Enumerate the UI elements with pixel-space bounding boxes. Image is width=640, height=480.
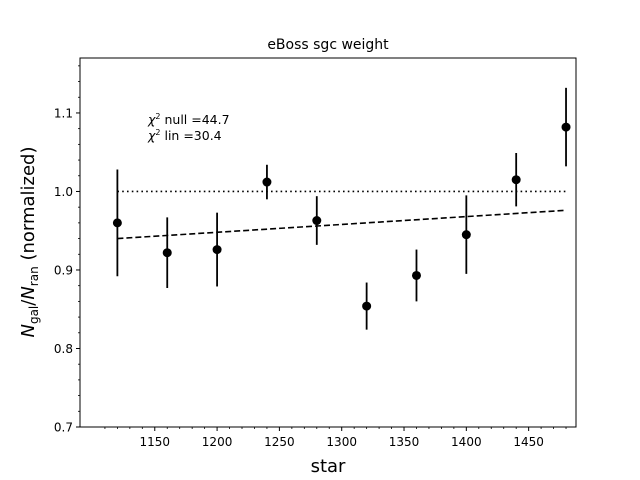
chart-title: eBoss sgc weight — [267, 37, 389, 53]
y-axis-ticks: 0.7 0.8 0.9 1.0 1.1 — [54, 65, 80, 435]
y-tick-label: 1.0 — [54, 185, 73, 199]
y-label-slash: / — [18, 299, 39, 306]
y-label-num-sub: gal — [27, 306, 41, 324]
data-point — [212, 245, 222, 255]
y-tick-label: 0.8 — [54, 342, 73, 356]
x-tick-label: 1300 — [326, 435, 357, 449]
data-point — [461, 230, 471, 240]
x-axis-ticks: 1150 1200 1250 1300 1350 1400 1450 — [104, 427, 567, 449]
y-label-num: N — [18, 324, 39, 337]
y-tick-label: 0.7 — [54, 421, 73, 435]
plot-frame — [79, 57, 577, 428]
chart-marks — [112, 87, 571, 330]
chi-symbol: χ — [147, 112, 156, 127]
y-label-den: N — [18, 286, 39, 299]
data-point — [362, 301, 372, 311]
x-tick-label: 1150 — [140, 435, 171, 449]
data-point — [511, 175, 521, 185]
y-tick-label: 0.9 — [54, 263, 73, 277]
y-label-den-sub: ran — [27, 266, 41, 286]
x-tick-label: 1250 — [264, 435, 295, 449]
linear-fit-line — [117, 209, 567, 240]
data-point — [411, 270, 421, 280]
x-tick-label: 1200 — [202, 435, 233, 449]
x-tick-label: 1400 — [451, 435, 482, 449]
data-point — [312, 216, 322, 226]
chi-superscript: 2 — [155, 112, 160, 121]
chi-superscript: 2 — [155, 128, 160, 137]
x-axis-label: star — [311, 456, 346, 477]
x-tick-label: 1350 — [389, 435, 420, 449]
annotation-chi2-lin: χ2 lin =30.4 — [147, 128, 222, 143]
y-tick-label: 1.1 — [54, 106, 73, 120]
annotation-chi2-null: χ2 null =44.7 — [147, 112, 230, 127]
chi-symbol: χ — [147, 128, 156, 143]
x-tick-label: 1450 — [513, 435, 544, 449]
data-point — [262, 177, 272, 187]
y-label-suffix: (normalized) — [18, 146, 39, 266]
annotation-text: lin =30.4 — [161, 128, 222, 143]
data-point — [162, 248, 172, 258]
data-point — [112, 218, 122, 228]
y-axis-label: Ngal/Nran (normalized) — [18, 146, 41, 337]
annotation-text: null =44.7 — [161, 112, 230, 127]
data-point — [561, 122, 571, 132]
